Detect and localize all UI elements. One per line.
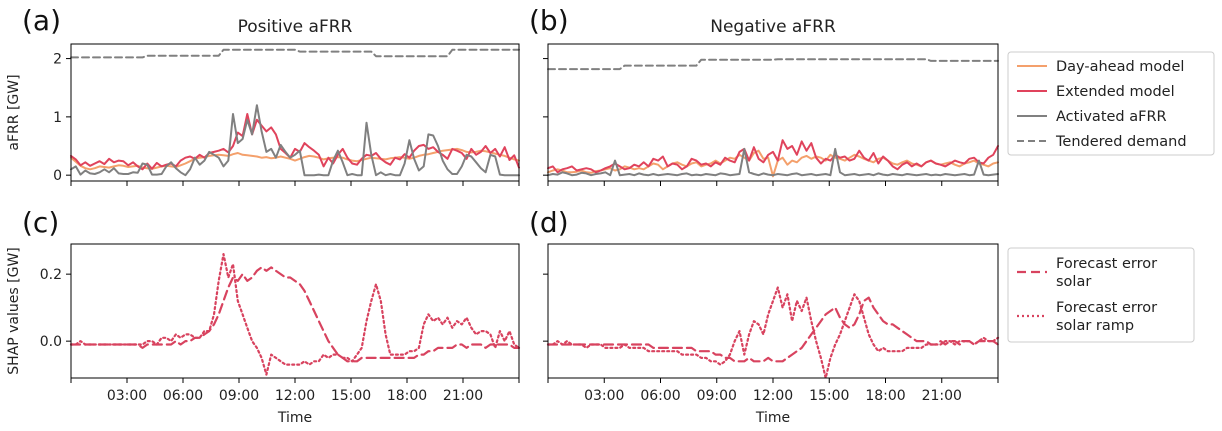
series-line-activated (70, 104, 520, 177)
series-line-ramp (69, 253, 521, 376)
series-line-tendered (70, 48, 520, 59)
legend-label-activated: Activated aFRR (1056, 109, 1167, 125)
x-tick-label: 15:00 (809, 388, 849, 404)
panel-title: Positive aFRR (238, 17, 353, 37)
x-tick-label: 06:00 (163, 388, 203, 404)
x-tick-label: 21:00 (443, 388, 483, 404)
x-tick-label: 09:00 (697, 388, 737, 404)
panel-letter: (c) (22, 206, 59, 239)
series-line-dayahead (70, 147, 520, 171)
legend-frame (1007, 247, 1195, 343)
x-tick-label: 12:00 (753, 388, 793, 404)
y-tick-label: 0 (53, 168, 62, 184)
x-tick-label: 03:00 (107, 388, 147, 404)
x-tick-label: 09:00 (219, 388, 259, 404)
x-tick-label: 03:00 (584, 388, 624, 404)
legend-label-ramp: Forecast error (1056, 300, 1157, 316)
x-tick-label: 18:00 (865, 388, 905, 404)
panel-a: 0 1 2 (a) Positive aFRR aFRR [GW] (6, 4, 520, 186)
series-line-activated (547, 147, 999, 177)
x-tick-label: 15:00 (331, 388, 371, 404)
series-line-extended (547, 139, 999, 174)
legend-label-ramp: solar ramp (1056, 318, 1134, 334)
x-tick-label: 18:00 (387, 388, 427, 404)
legend-frame (1007, 51, 1215, 156)
legend-top: Day-ahead model Extended model Activated a… (1007, 51, 1215, 156)
y-tick-label: 0.0 (40, 334, 62, 350)
series-line-extended (70, 113, 520, 171)
panel-c: 0.0 0.2 03:00 06:00 09:00 12:00 15:00 18:00 21:0… (6, 206, 521, 426)
legend-label-solar: solar (1056, 274, 1091, 290)
panel-letter: (d) (529, 206, 569, 239)
panel-letter: (b) (529, 4, 569, 37)
series-line-solar (69, 266, 521, 363)
y-axis-title: SHAP values [GW] (6, 247, 22, 374)
x-axis-title: Time (755, 410, 790, 426)
series-line-tendered (547, 58, 999, 71)
y-axis-title: aFRR [GW] (6, 74, 22, 150)
x-tick-label: 12:00 (275, 388, 315, 404)
panel-title: Negative aFRR (710, 17, 836, 37)
panel-d: 03:00 06:00 09:00 12:00 15:00 18:00 21:00 Time (… (529, 206, 1000, 426)
panel-b: (b) Negative aFRR (529, 4, 999, 186)
legend-label-extended: Extended model (1056, 84, 1175, 100)
y-tick-label: 2 (53, 52, 62, 68)
y-tick-label: 0.2 (40, 267, 62, 283)
x-axis-title: Time (277, 410, 312, 426)
panel-letter: (a) (22, 4, 61, 37)
y-tick-label: 1 (53, 110, 62, 126)
legend-label-solar: Forecast error (1056, 256, 1157, 272)
plot-frame (70, 243, 520, 379)
legend-label-tendered: Tendered demand (1055, 134, 1187, 150)
x-tick-label: 06:00 (640, 388, 680, 404)
series-line-solar (546, 296, 1000, 363)
plot-frame (547, 243, 999, 379)
series-line-ramp (546, 286, 1000, 380)
x-tick-label: 21:00 (922, 388, 962, 404)
legend-bottom: Forecast error solar Forecast error solar r… (1007, 247, 1195, 343)
legend-label-dayahead: Day-ahead model (1056, 59, 1184, 75)
